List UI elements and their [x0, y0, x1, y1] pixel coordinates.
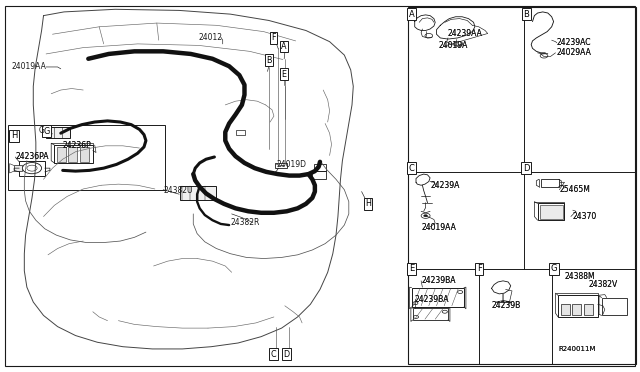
Bar: [80, 147, 89, 162]
Text: 24382U: 24382U: [163, 186, 193, 195]
Text: 25465M: 25465M: [560, 185, 591, 194]
Bar: [57, 147, 66, 162]
Text: 24388M: 24388M: [564, 272, 595, 280]
Bar: [68, 147, 77, 162]
Text: 24370: 24370: [573, 212, 597, 221]
Bar: [602, 298, 627, 315]
Bar: [572, 304, 581, 315]
Text: R240011M: R240011M: [558, 346, 596, 352]
Text: G: G: [551, 264, 557, 273]
Bar: [46, 127, 70, 138]
Bar: [412, 288, 464, 307]
Text: 24239AC: 24239AC: [557, 38, 591, 47]
Text: G: G: [38, 126, 44, 135]
Text: F: F: [271, 33, 276, 42]
Bar: [538, 203, 564, 220]
Text: E: E: [409, 264, 414, 273]
Bar: [14, 165, 22, 171]
Text: 24019AA: 24019AA: [421, 223, 456, 232]
Text: H: H: [11, 131, 17, 140]
Text: D: D: [523, 164, 529, 173]
Text: 24239AC: 24239AC: [557, 38, 591, 47]
Circle shape: [424, 215, 428, 217]
Text: A: A: [282, 42, 287, 51]
Text: E: E: [282, 70, 287, 79]
Text: 24239BA: 24239BA: [421, 276, 456, 285]
Text: R240011M: R240011M: [558, 346, 596, 352]
Text: B: B: [266, 56, 271, 65]
Text: G: G: [44, 127, 50, 136]
Bar: [558, 295, 598, 317]
Text: C: C: [408, 164, 415, 173]
Text: 24019A: 24019A: [438, 41, 468, 50]
Text: 24239BA: 24239BA: [415, 295, 449, 304]
Bar: [584, 304, 593, 315]
Bar: [275, 163, 287, 168]
Bar: [408, 7, 636, 364]
Text: 24382R: 24382R: [230, 218, 260, 227]
Text: 24239A: 24239A: [430, 181, 460, 190]
Bar: [314, 164, 326, 171]
Text: A: A: [409, 10, 414, 19]
Text: 24370: 24370: [573, 212, 597, 221]
Text: 24236P: 24236P: [63, 141, 92, 150]
Text: 24019AA: 24019AA: [12, 62, 46, 71]
Text: 24019D: 24019D: [276, 160, 307, 169]
Bar: [541, 179, 559, 187]
Text: 24239B: 24239B: [492, 301, 521, 310]
Text: H: H: [365, 199, 371, 208]
Text: 24019A: 24019A: [438, 41, 468, 50]
Text: 24019AA: 24019AA: [421, 223, 456, 232]
Bar: [54, 145, 93, 163]
Text: 24239BA: 24239BA: [415, 295, 449, 304]
Text: 24239BA: 24239BA: [421, 276, 456, 285]
Text: 24239AA: 24239AA: [448, 29, 483, 38]
Text: 24388M: 24388M: [564, 272, 595, 280]
Text: 24029AA: 24029AA: [557, 48, 591, 57]
Text: D: D: [284, 350, 290, 359]
Bar: [180, 186, 216, 200]
Text: 24239AA: 24239AA: [448, 29, 483, 38]
Bar: [19, 161, 45, 176]
Text: 24236PA: 24236PA: [15, 153, 49, 161]
Bar: [540, 205, 563, 219]
Text: 24382V: 24382V: [589, 280, 618, 289]
Text: 24012: 24012: [198, 33, 223, 42]
Text: C: C: [271, 350, 276, 359]
Text: 24239B: 24239B: [492, 301, 521, 310]
Text: 25465M: 25465M: [560, 185, 591, 194]
Text: 24236PA: 24236PA: [15, 153, 49, 161]
Bar: [236, 130, 245, 135]
Bar: [413, 308, 448, 320]
Bar: [561, 304, 570, 315]
Bar: [8, 125, 165, 190]
Text: F: F: [477, 264, 482, 273]
Text: 24029AA: 24029AA: [557, 48, 591, 57]
Bar: [312, 171, 326, 179]
Text: 24239A: 24239A: [430, 181, 460, 190]
Text: 24236P: 24236P: [63, 141, 92, 150]
Text: 24382V: 24382V: [589, 280, 618, 289]
Text: B: B: [523, 10, 529, 19]
